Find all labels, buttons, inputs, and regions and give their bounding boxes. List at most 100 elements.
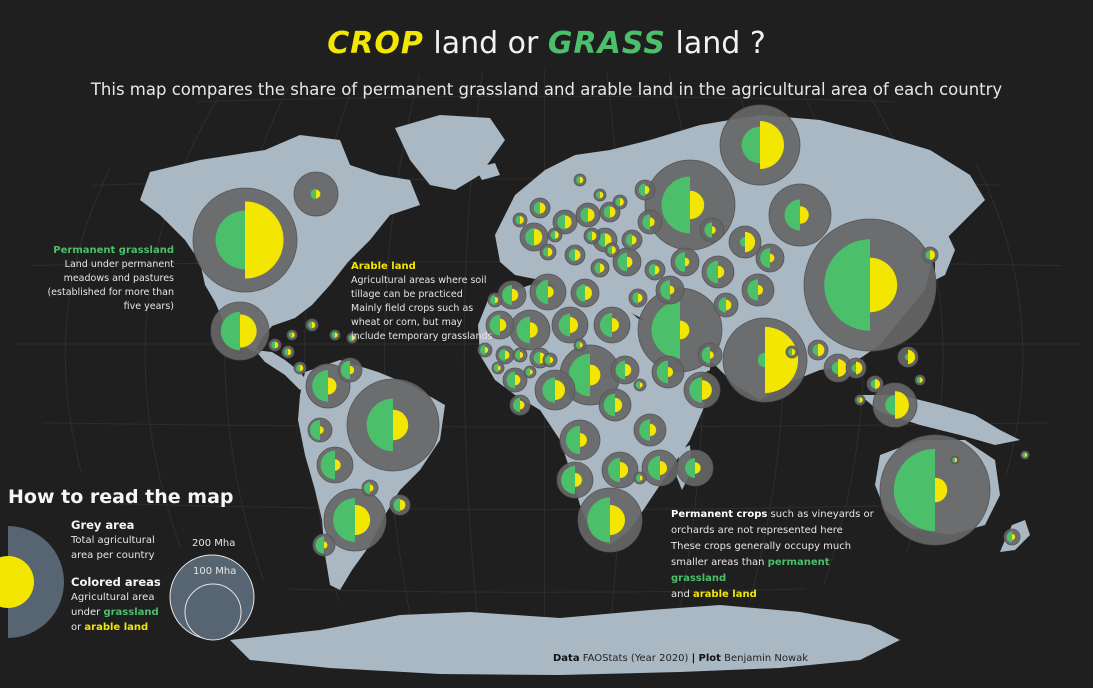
- country-pie: [529, 273, 567, 311]
- credit-data-value: FAOStats (Year 2020): [582, 653, 689, 664]
- grassland-half: [656, 360, 668, 384]
- country-pie: [293, 171, 339, 217]
- country-pie: [337, 357, 363, 383]
- grassland-half: [308, 321, 312, 329]
- arable-half: [520, 216, 524, 224]
- arable-half: [908, 349, 916, 365]
- country-pie: [785, 345, 799, 359]
- country-pie: [699, 217, 725, 243]
- grassland-half: [393, 498, 400, 512]
- country-pie: [485, 310, 515, 340]
- arable-half: [288, 348, 292, 356]
- grassland-half: [1006, 531, 1012, 543]
- grassland-half: [596, 191, 600, 199]
- grassland-half: [661, 176, 690, 234]
- country-pie: [741, 273, 775, 307]
- country-pie: [487, 292, 503, 308]
- arable-half: [875, 378, 881, 390]
- arable-half: [565, 215, 572, 229]
- grassland-half: [366, 398, 393, 452]
- grassland-half: [851, 363, 856, 373]
- grassland-half: [535, 279, 548, 305]
- grassland-half: [525, 367, 530, 377]
- grassland-half: [516, 316, 530, 344]
- grassland-half: [320, 450, 335, 480]
- arable-half: [765, 326, 799, 394]
- arable-half: [745, 231, 756, 253]
- grassland-half: [576, 176, 580, 184]
- country-pie: [346, 332, 358, 344]
- country-pie: [621, 229, 643, 251]
- grassland-half: [916, 376, 920, 384]
- country-pie: [573, 173, 587, 187]
- country-pie: [593, 188, 607, 202]
- grassland-half: [651, 301, 680, 359]
- arable-half: [530, 369, 533, 375]
- arable-half: [650, 217, 655, 227]
- arable-half: [580, 176, 584, 184]
- credit-line: Data FAOStats (Year 2020) | Plot Benjami…: [553, 653, 808, 664]
- grassland-half: [542, 246, 548, 258]
- country-pie: [316, 446, 354, 484]
- arable-half: [758, 284, 764, 296]
- grassland-half: [557, 214, 565, 230]
- grassland-half: [685, 458, 695, 478]
- country-pie: [921, 246, 939, 264]
- country-pie: [866, 375, 884, 393]
- permanent-crops-annotation: Permanent crops such as vineyards or orc…: [671, 507, 881, 603]
- country-pie: [575, 202, 601, 228]
- country-pie: [509, 309, 551, 351]
- arable-half: [548, 286, 554, 298]
- country-pie: [845, 357, 867, 379]
- grassland-half: [515, 215, 520, 225]
- grassland-half: [480, 345, 485, 355]
- grassland-half: [498, 348, 505, 362]
- arable-half: [400, 499, 406, 511]
- country-pie: [210, 301, 270, 361]
- grassland-half: [718, 297, 726, 313]
- arable-half: [640, 475, 643, 481]
- country-pie: [854, 394, 866, 406]
- arable-half: [645, 185, 650, 195]
- arable-half: [800, 206, 809, 224]
- grassland-half: [331, 331, 335, 339]
- grassland-half: [545, 355, 550, 365]
- arable-half: [718, 265, 725, 279]
- arable-half: [534, 228, 543, 246]
- arable-half: [685, 257, 690, 267]
- arable-half: [316, 189, 321, 199]
- grassland-half: [615, 360, 625, 380]
- grassland-half: [739, 236, 745, 248]
- grassland-half: [542, 377, 555, 403]
- grassland-half: [296, 364, 300, 372]
- country-pie: [768, 183, 832, 247]
- country-pie: [670, 247, 700, 277]
- arable-half: [625, 363, 632, 377]
- grassland-half: [760, 248, 770, 268]
- iceland-land: [475, 163, 500, 180]
- legend-grey-line: Total agricultural: [71, 535, 155, 546]
- grassland-half: [603, 393, 615, 417]
- permanent-crops-heading: Permanent crops: [671, 509, 768, 520]
- grassland-half: [870, 379, 875, 389]
- arable-half: [860, 397, 863, 403]
- arable-half: [328, 377, 337, 395]
- grassland-half: [288, 331, 292, 339]
- country-pie: [914, 374, 926, 386]
- grassland-half: [312, 370, 328, 402]
- arable-half: [275, 341, 279, 349]
- country-pie: [612, 194, 628, 210]
- country-pie: [872, 382, 918, 428]
- country-pie: [651, 355, 685, 389]
- arable-half: [555, 380, 565, 400]
- page-subtitle: This map compares the share of permanent…: [90, 80, 1003, 99]
- legend-grey-line: area per country: [71, 550, 155, 561]
- country-pie: [512, 347, 528, 363]
- country-pie: [556, 461, 594, 499]
- country-pie: [713, 292, 739, 318]
- grassland-annotation-line: meadows and pastures: [63, 273, 174, 284]
- arable-annotation: Arable land Agricultural areas where soi…: [351, 260, 501, 344]
- country-pie: [329, 329, 341, 341]
- arable-half: [792, 348, 796, 356]
- arable-half: [920, 377, 923, 383]
